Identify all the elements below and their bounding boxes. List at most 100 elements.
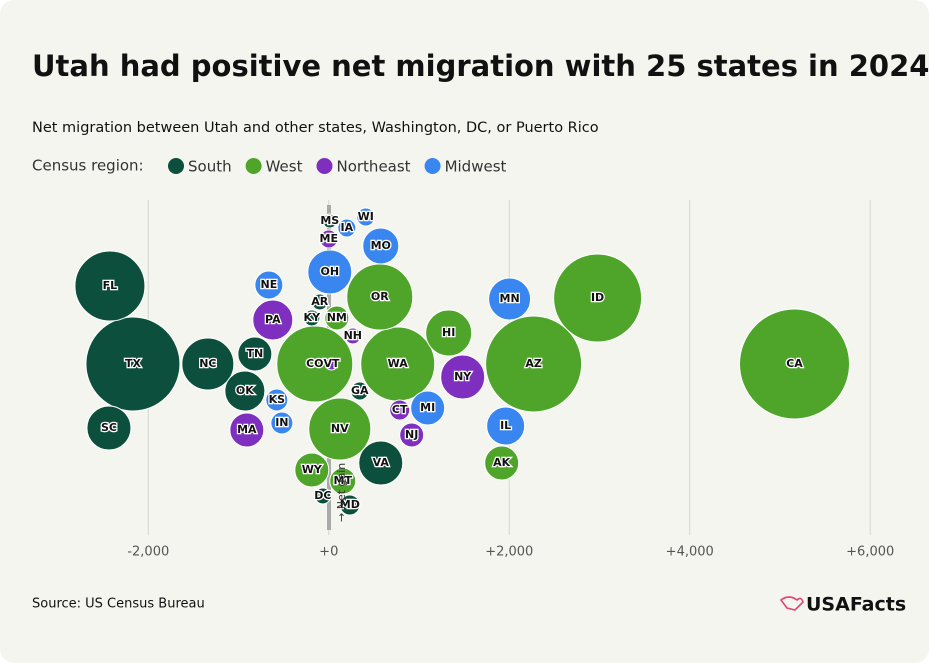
legend-swatch <box>245 158 262 174</box>
bubble-label: TX <box>125 357 142 370</box>
bubble-label: AR <box>311 295 329 308</box>
bubble <box>358 440 404 486</box>
bubbles: MS FL AR KY TN TX NC OK GA SC VA DC MD OR ID NM HI CO WA AZ… <box>74 207 851 516</box>
bubble-label: OH <box>320 265 339 278</box>
legend-label: South <box>188 158 232 176</box>
annotation: → Net gain <box>335 463 348 522</box>
bubble-label: NJ <box>405 428 418 441</box>
bubble-label: AK <box>493 456 511 469</box>
bubble <box>265 388 289 412</box>
bubble-label: IN <box>275 416 288 429</box>
bubble-label: CT <box>392 403 408 416</box>
bubble-label: ME <box>320 232 338 245</box>
bubble-label: MA <box>237 423 257 436</box>
bubble <box>311 293 329 311</box>
bubble <box>224 370 266 412</box>
chart-subtitle: Net migration between Utah and other sta… <box>32 120 599 136</box>
bubble <box>356 207 376 227</box>
bubble <box>276 325 354 403</box>
legend-label: Northeast <box>336 158 410 176</box>
bubble <box>322 213 338 229</box>
logo-icon <box>779 596 804 611</box>
bubble <box>324 357 338 371</box>
bubble-label: TN <box>247 347 264 360</box>
bubble-label: MT <box>334 474 353 487</box>
legend-label: West <box>266 158 303 176</box>
bubble <box>307 249 353 295</box>
bubble <box>440 354 486 400</box>
bubble <box>181 337 235 391</box>
bubble-label: MI <box>420 401 435 414</box>
bubble <box>86 405 132 451</box>
bubble-label: HI <box>442 326 455 339</box>
bubble-label: CO <box>306 357 323 370</box>
bubble <box>389 399 411 421</box>
bubble <box>303 309 321 327</box>
bubble <box>485 315 583 413</box>
bubble <box>252 299 294 341</box>
bubble <box>553 253 643 343</box>
legend-swatch <box>424 158 441 174</box>
bubble <box>488 277 532 321</box>
bubble <box>254 270 284 300</box>
bubble <box>314 487 332 505</box>
bubble-label: KS <box>269 393 286 406</box>
bubble <box>294 452 330 488</box>
legend-swatch <box>168 158 184 174</box>
bubble-label: FL <box>103 279 118 292</box>
bubble-label: IA <box>341 221 354 234</box>
bubble-label: KY <box>304 311 322 324</box>
bubble-label: NE <box>260 278 277 291</box>
bubble-label: NV <box>331 422 349 435</box>
bubble <box>486 406 526 446</box>
bubble-label: ID <box>591 291 604 304</box>
bubble <box>350 381 370 401</box>
bubble <box>739 308 851 420</box>
bubble <box>319 229 339 249</box>
x-tick-label: +6,000 <box>846 545 894 560</box>
x-tick-label: -2,000 <box>127 545 169 560</box>
bubble <box>337 218 357 238</box>
bubble-label: IL <box>500 419 511 432</box>
bubble <box>237 336 273 372</box>
bubble <box>399 422 425 448</box>
legend-label: Midwest <box>445 158 507 176</box>
bubble <box>270 411 294 435</box>
bubble-label: PA <box>265 313 281 326</box>
bubble-label: VA <box>373 456 390 469</box>
bubble-label: WY <box>302 463 323 476</box>
bubble-label: NC <box>199 357 216 370</box>
bubble <box>344 327 362 345</box>
bubble <box>74 250 146 322</box>
bubble-label: WA <box>388 357 409 370</box>
bubble <box>229 412 265 448</box>
bubble <box>308 397 372 461</box>
bubble-label: OR <box>371 290 389 303</box>
bubble <box>324 305 350 331</box>
bubble-label: MN <box>500 292 520 305</box>
chart-title: Utah had positive net migration with 25 … <box>32 49 929 83</box>
x-tick-label: +2,000 <box>485 545 533 560</box>
bubble <box>85 316 181 412</box>
bubble <box>362 227 400 265</box>
bubble <box>339 494 361 516</box>
bubble <box>329 467 357 495</box>
x-tick-label: +4,000 <box>666 545 714 560</box>
legend-swatch <box>316 158 333 174</box>
bubble-label: NH <box>344 329 362 342</box>
bubble-label: OK <box>236 384 254 397</box>
x-tick-label: +0 <box>319 545 338 560</box>
bubble-label: DC <box>314 489 331 502</box>
bubble-label: CA <box>786 357 803 370</box>
bubble-label: VT <box>323 357 340 370</box>
bubble-label: NY <box>454 370 472 383</box>
bubble-label: MO <box>371 239 391 252</box>
source: Source: US Census Bureau <box>32 597 205 612</box>
bubble-label: MD <box>340 498 360 511</box>
bubble <box>425 309 473 357</box>
brand: USAFacts <box>806 594 906 616</box>
bubble-label: WI <box>358 210 374 223</box>
bubble-label: SC <box>101 421 117 434</box>
bubble <box>484 445 520 481</box>
